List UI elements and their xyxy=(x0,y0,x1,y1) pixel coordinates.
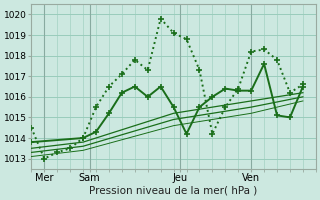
X-axis label: Pression niveau de la mer( hPa ): Pression niveau de la mer( hPa ) xyxy=(90,186,258,196)
